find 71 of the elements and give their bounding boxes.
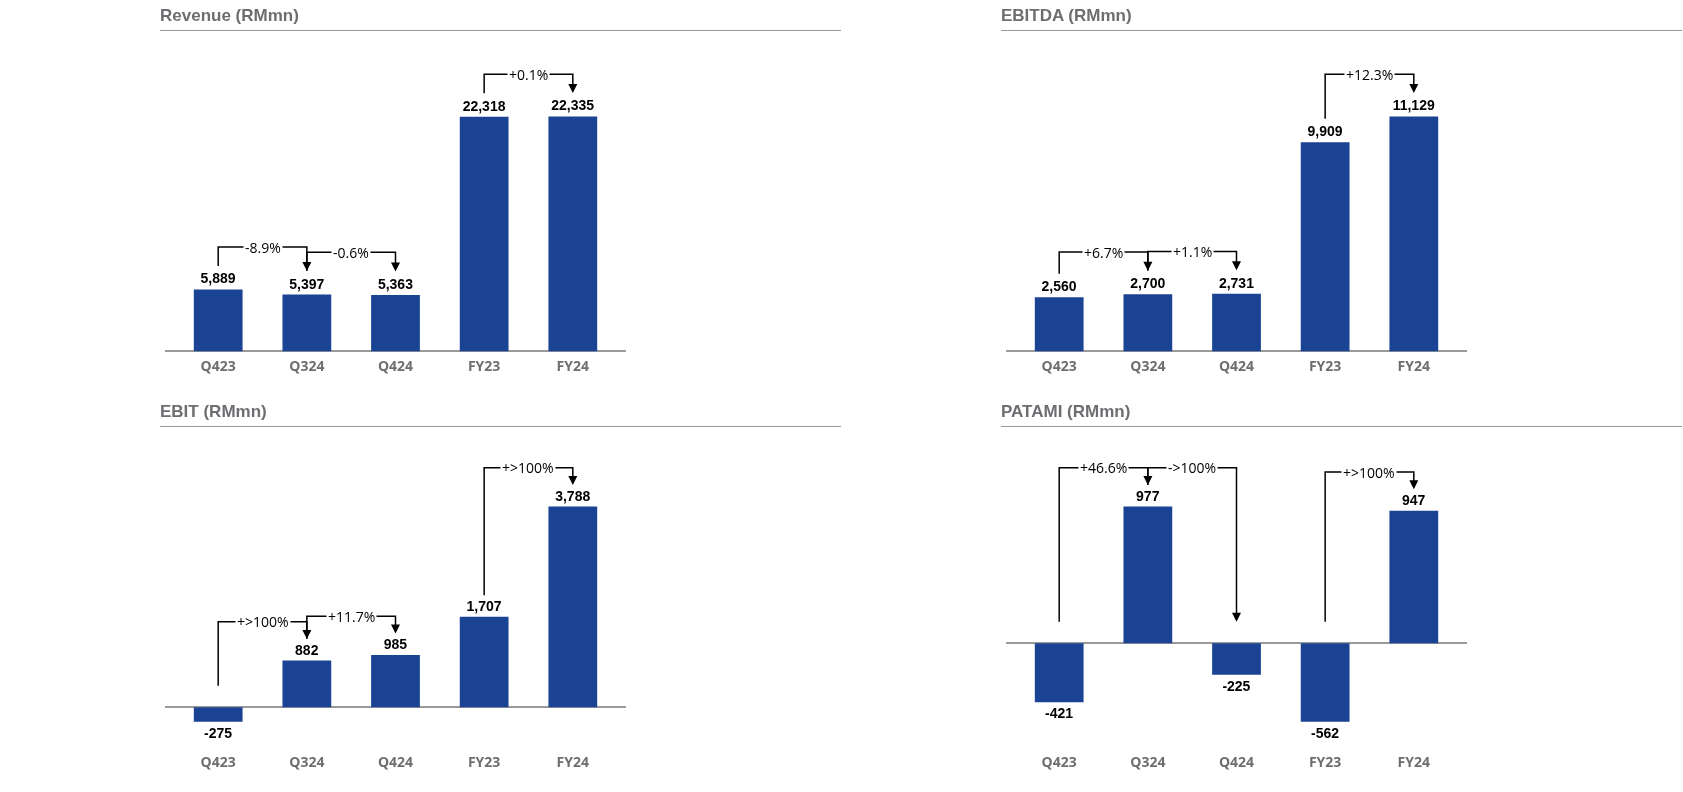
bar — [371, 655, 420, 708]
x-tick-label: Q324 — [289, 752, 325, 771]
data-label: -225 — [1222, 677, 1251, 694]
x-tick-label: Q324 — [1130, 356, 1166, 375]
x-tick-label: FY24 — [1397, 752, 1431, 771]
bar — [548, 116, 598, 352]
bar — [1389, 116, 1439, 352]
x-tick-label: Q424 — [377, 356, 414, 375]
data-label: 5,889 — [200, 270, 236, 287]
bar — [282, 294, 332, 352]
x-tick-label: Q324 — [1130, 752, 1166, 771]
data-label: 11,129 — [1392, 97, 1435, 114]
data-label: 5,397 — [289, 275, 325, 292]
annotation: +11.7% — [328, 607, 376, 626]
bar — [371, 294, 420, 352]
x-tick-label: FY23 — [467, 356, 501, 375]
x-tick-label: FY23 — [1308, 356, 1342, 375]
data-label: 947 — [1402, 491, 1426, 508]
bar — [459, 116, 509, 352]
bar — [1034, 297, 1084, 352]
x-tick-label: Q423 — [1041, 752, 1077, 771]
data-label: 22,318 — [462, 97, 506, 114]
x-tick-label: Q424 — [1218, 752, 1255, 771]
data-label: 2,731 — [1218, 274, 1255, 291]
bar — [548, 506, 598, 708]
x-tick-label: FY23 — [467, 752, 501, 771]
x-tick-label: Q423 — [200, 752, 236, 771]
data-label: 2,560 — [1041, 278, 1077, 295]
bar — [193, 707, 243, 722]
data-label: 22,335 — [551, 97, 595, 114]
data-label: 5,363 — [377, 275, 414, 292]
annotation: +6.7% — [1084, 243, 1124, 262]
data-label: -562 — [1311, 724, 1340, 741]
x-tick-label: FY24 — [556, 752, 590, 771]
data-label: 2,700 — [1130, 275, 1166, 292]
x-tick-label: Q324 — [289, 356, 325, 375]
x-tick-label: FY23 — [1308, 752, 1342, 771]
text: +>100% — [1343, 463, 1395, 482]
data-label: -275 — [204, 724, 233, 741]
data-label: 9,909 — [1307, 123, 1343, 140]
bar — [1123, 294, 1173, 352]
text: +46.6% — [1080, 458, 1128, 477]
annotation: -8.9% — [245, 238, 281, 257]
text: +12.3% — [1346, 65, 1394, 84]
x-tick-label: Q424 — [377, 752, 414, 771]
x-tick-label: FY24 — [556, 356, 590, 375]
bar — [1212, 293, 1261, 352]
data-label: 985 — [383, 636, 408, 653]
data-label: -421 — [1045, 705, 1074, 722]
annotation: +>100% — [237, 612, 289, 631]
chart-title: EBIT (RMmn) — [160, 402, 841, 427]
text: +>100% — [502, 458, 554, 477]
x-tick-label: Q423 — [200, 356, 236, 375]
data-label: 3,788 — [555, 487, 591, 504]
bar — [193, 289, 243, 352]
chart-title: EBITDA (RMmn) — [1001, 6, 1682, 31]
bar — [282, 660, 332, 708]
annotation: -0.6% — [333, 243, 369, 262]
text: ->100% — [1168, 458, 1217, 477]
chart-title: Revenue (RMmn) — [160, 6, 841, 31]
chart-title: PATAMI (RMmn) — [1001, 402, 1682, 427]
text: +0.1% — [509, 65, 549, 84]
annotation: +1.1% — [1173, 242, 1213, 261]
x-tick-label: Q423 — [1041, 356, 1077, 375]
bar — [459, 616, 509, 708]
x-tick-label: Q424 — [1218, 356, 1255, 375]
data-label: 977 — [1136, 487, 1160, 504]
bar — [1300, 142, 1350, 352]
x-tick-label: FY24 — [1397, 356, 1431, 375]
data-label: 1,707 — [466, 597, 502, 614]
data-label: 882 — [295, 641, 319, 658]
